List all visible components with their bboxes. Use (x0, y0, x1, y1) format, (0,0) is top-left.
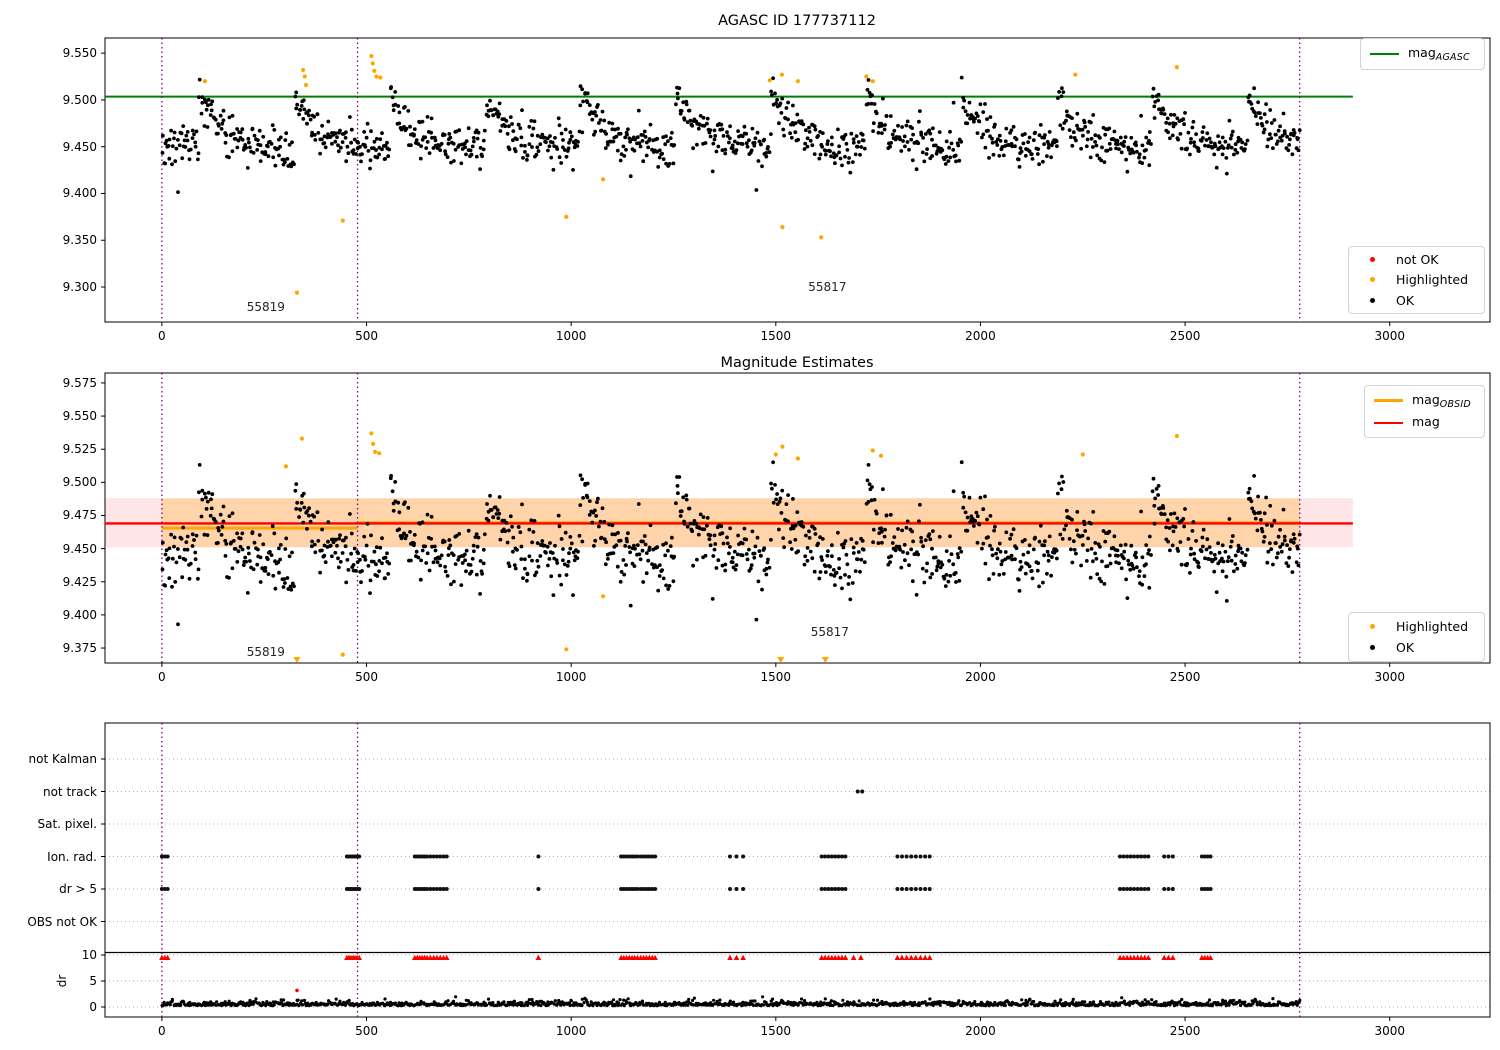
plot3-dr-tick-label: 0 (89, 1000, 97, 1014)
magnitude-estimates-y-tick-label: 9.425 (62, 574, 97, 589)
magnitude-estimates-y-tick-label: 9.550 (62, 409, 97, 424)
magnitude-estimates-y-tick-label: 9.475 (62, 508, 97, 523)
flags-axes-frame (104, 722, 1491, 1018)
flags-x-tick-label: 1000 (555, 1024, 587, 1038)
plot2-highlighted-points (283, 431, 1179, 657)
agasc-mags-axes-frame (104, 37, 1491, 323)
mag-obsid-line-swatch (1374, 399, 1403, 402)
plot1-marker-legend: not OK Highlighted OK (1348, 246, 1485, 314)
highlighted-dot-swatch (1358, 277, 1387, 283)
plot3-dr-trace-points (160, 995, 1302, 1008)
plot3-dr-tick-label: 5 (89, 974, 97, 988)
clipped-low-triangle-icon (821, 657, 829, 663)
plot3-not-ok-triangles (159, 954, 1214, 960)
magnitude-estimates-x-tick-label: 500 (355, 670, 378, 684)
magnitude-estimates-axes-frame (104, 372, 1491, 664)
agasc-mags-x-tick-label: 500 (355, 329, 378, 343)
magnitude-estimates-x-tick-label: 1500 (760, 670, 792, 684)
plot1-line-legend: magAGASC (1360, 38, 1485, 70)
agasc-mags-x-tick-label: 1000 (555, 329, 587, 343)
plot1-highlighted-points (202, 53, 1179, 295)
magnitude-estimates-y-tick-label: 9.500 (62, 475, 97, 490)
legend-item-mag: mag (1374, 414, 1475, 431)
plot3-category-label: Sat. pixel. (37, 817, 97, 831)
plot2-line-legend: magOBSID mag (1364, 385, 1485, 438)
ok-dot-swatch (1358, 645, 1387, 651)
magnitude-estimates-x-tick-label: 1000 (555, 670, 587, 684)
agasc-mags-y-tick-label: 9.350 (62, 233, 97, 248)
plot1-obsid-annotation: 55817 (808, 280, 847, 294)
flags-x-tick-label: 2000 (965, 1024, 996, 1038)
magnitude-estimates-y-tick-label: 9.450 (62, 541, 97, 556)
flags-x-tick-label: 2500 (1169, 1024, 1201, 1038)
agasc-mags-x-tick-label: 0 (158, 329, 166, 343)
magnitude-estimates-x-tick-label: 0 (158, 670, 166, 684)
legend-label: mag (1412, 413, 1440, 429)
plot3-dr-axis-label: dr (55, 974, 69, 988)
plot2-obsid-annotation: 55817 (810, 625, 849, 640)
plot1-obsid-annotation: 55819 (246, 299, 285, 314)
plot3-category-label: OBS not OK (27, 914, 97, 929)
legend-item-mag-agasc: magAGASC (1370, 45, 1475, 63)
plot1-ok-points (160, 75, 1302, 195)
plot3-category-label: dr > 5 (59, 882, 97, 896)
not-ok-dot-swatch (1358, 257, 1387, 263)
agasc-mags-x-tick-label: 2000 (965, 329, 996, 343)
plot2-clipped-low-markers (293, 657, 829, 663)
agasc-mags-y-tick-label: 9.450 (62, 139, 97, 154)
magnitude-estimates-x-tick-label: 2500 (1169, 670, 1201, 684)
highlighted-dot-swatch (1358, 623, 1387, 629)
agasc-mags-x-tick-label: 3000 (1374, 329, 1405, 343)
agasc-mags-x-tick-label: 2500 (1169, 329, 1201, 343)
plot2-title: Magnitude Estimates (720, 355, 874, 371)
flags-x-tick-label: 3000 (1374, 1024, 1405, 1038)
legend-label: magAGASC (1408, 45, 1470, 63)
clipped-low-triangle-icon (777, 657, 785, 663)
agasc-mags-x-tick-label: 1500 (760, 329, 792, 343)
magnitude-estimates-x-tick-label: 3000 (1374, 670, 1405, 684)
magnitude-estimates-x-tick-label: 2000 (965, 670, 996, 684)
agasc-mags-y-tick-label: 9.300 (62, 280, 97, 294)
legend-item-highlighted: Highlighted (1358, 272, 1475, 287)
agasc-mags-y-tick-label: 9.400 (62, 186, 97, 201)
legend-item-not-ok: not OK (1358, 252, 1475, 267)
plot3-dr-tick-label: 10 (81, 948, 97, 962)
ok-dot-swatch (1358, 297, 1387, 303)
magnitude-estimates-y-tick-label: 9.525 (62, 442, 97, 457)
magnitude-estimates-y-tick-label: 9.375 (62, 641, 97, 656)
plot3-category-label: not track (42, 784, 97, 799)
flags-x-tick-label: 0 (158, 1024, 166, 1038)
legend-item-highlighted: Highlighted (1358, 618, 1475, 635)
plot3-flag-points (159, 789, 1213, 891)
agasc-mags-y-tick-label: 9.550 (62, 46, 97, 61)
flags-x-tick-label: 1500 (760, 1024, 792, 1038)
plot2-obsid-annotation: 55819 (246, 644, 285, 659)
mag-line-swatch (1374, 421, 1403, 424)
mag-agasc-line-swatch (1370, 53, 1399, 55)
plot3-category-label: not Kalman (28, 752, 97, 766)
flags-x-tick-label: 500 (355, 1024, 378, 1038)
dr-red-outlier-point (295, 988, 299, 993)
legend-label: magOBSID (1412, 391, 1471, 410)
magnitude-estimates-y-tick-label: 9.575 (62, 375, 97, 390)
clipped-low-triangle-icon (293, 657, 301, 663)
plot2-marker-legend: Highlighted OK (1348, 612, 1485, 662)
plot3-category-label: Ion. rad. (47, 849, 97, 864)
agasc-mags-y-tick-label: 9.500 (62, 92, 97, 107)
legend-item-mag-obsid: magOBSID (1374, 391, 1475, 410)
plot1-title: AGASC ID 177737112 (718, 13, 876, 29)
plot2-ok-points (160, 460, 1302, 627)
legend-item-ok: OK (1358, 293, 1475, 308)
magnitude-estimates-y-tick-label: 9.400 (62, 607, 97, 622)
legend-item-ok: OK (1358, 640, 1475, 657)
